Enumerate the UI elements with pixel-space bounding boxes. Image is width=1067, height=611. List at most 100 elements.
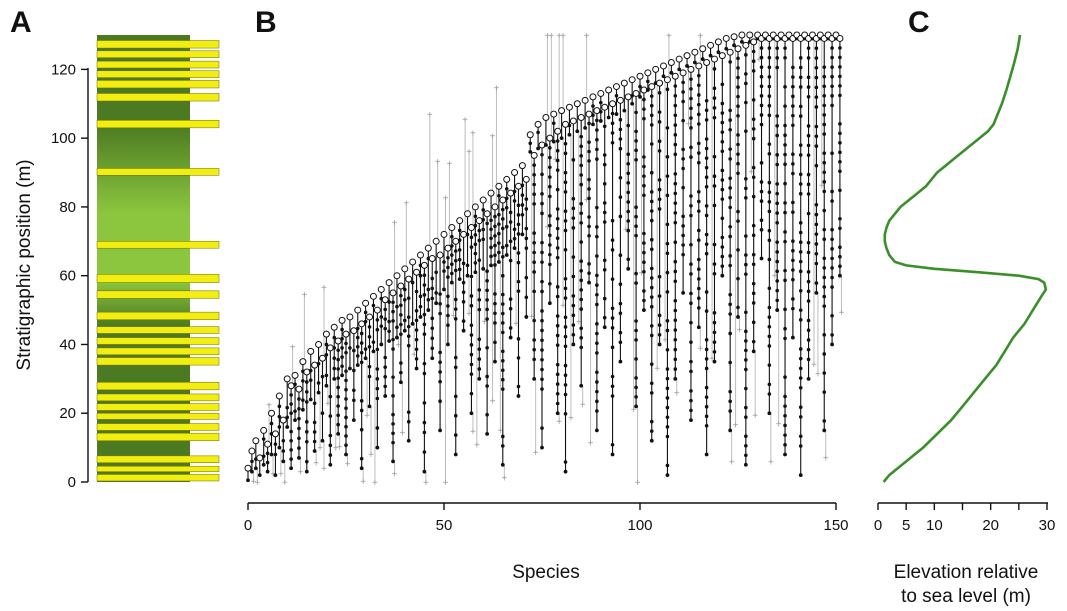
occurrence-point xyxy=(446,313,450,318)
occurrence-point xyxy=(744,358,748,362)
occurrence-point xyxy=(798,308,803,312)
first-occurrence-point xyxy=(457,277,462,282)
first-occurrence-point xyxy=(426,308,431,312)
last-occurrence-point xyxy=(475,217,483,225)
occurrence-point xyxy=(744,348,748,353)
occurrence-point xyxy=(540,250,544,255)
occurrence-point xyxy=(728,302,732,307)
occurrence-point xyxy=(579,182,583,187)
occurrence-point xyxy=(673,357,678,362)
panel-b-x-tick-label: 150 xyxy=(823,517,848,534)
occurrence-point xyxy=(665,405,670,410)
occurrence-point xyxy=(673,279,678,284)
last-occurrence-point xyxy=(311,361,319,369)
occurrence-point xyxy=(806,270,811,274)
occurrence-point xyxy=(328,433,333,438)
occurrence-point xyxy=(595,147,599,152)
occurrence-point xyxy=(426,287,431,292)
last-occurrence-point xyxy=(487,189,495,197)
occurrence-point xyxy=(681,243,685,247)
last-occurrence-point xyxy=(256,454,264,462)
last-occurrence-point xyxy=(397,282,405,290)
occurrence-point xyxy=(540,426,544,430)
occurrence-point xyxy=(814,242,819,246)
occurrence-point xyxy=(595,322,599,326)
occurrence-point xyxy=(697,199,701,204)
occurrence-point xyxy=(501,311,505,316)
occurrence-point xyxy=(814,85,819,90)
occurrence-point xyxy=(791,258,795,263)
occurrence-point xyxy=(791,104,795,108)
occurrence-point xyxy=(563,383,568,387)
occurrence-point xyxy=(704,404,709,409)
occurrence-point xyxy=(744,129,748,133)
occurrence-point xyxy=(481,237,486,242)
occurrence-point xyxy=(383,355,388,360)
occurrence-point xyxy=(673,93,678,98)
occurrence-point xyxy=(642,164,646,169)
first-occurrence-point xyxy=(250,469,254,474)
occurrence-point xyxy=(477,288,482,292)
first-occurrence-point xyxy=(587,280,591,285)
last-occurrence-point xyxy=(546,134,554,142)
occurrence-point xyxy=(767,363,772,367)
occurrence-point xyxy=(728,399,732,404)
occurrence-point xyxy=(649,247,654,252)
first-occurrence-point xyxy=(720,273,725,278)
occurrence-point xyxy=(783,413,787,418)
occurrence-point xyxy=(728,118,732,122)
panel-a-y-tick-label: 0 xyxy=(68,474,76,491)
first-occurrence-point xyxy=(743,462,748,467)
occurrence-point xyxy=(352,348,356,353)
panel-c-letter: C xyxy=(908,6,930,39)
occurrence-point xyxy=(371,303,376,308)
last-occurrence-point xyxy=(593,107,601,115)
occurrence-point xyxy=(728,205,732,210)
last-occurrence-point xyxy=(401,265,409,273)
occurrence-point xyxy=(751,194,756,199)
occurrence-point xyxy=(579,278,583,283)
panel-a-y-tick-label: 20 xyxy=(59,405,76,422)
occurrence-point xyxy=(516,337,521,341)
occurrence-point xyxy=(720,82,725,87)
occurrence-point xyxy=(697,296,701,301)
occurrence-point xyxy=(493,253,497,258)
last-occurrence-point xyxy=(511,169,519,177)
occurrence-point xyxy=(297,446,301,450)
occurrence-point xyxy=(485,278,489,283)
occurrence-point xyxy=(422,361,427,366)
occurrence-point xyxy=(783,55,787,60)
first-occurrence-point xyxy=(516,394,521,398)
uncertain-marker: + xyxy=(654,364,660,375)
occurrence-point xyxy=(555,216,560,221)
occurrence-point xyxy=(642,183,646,188)
uncertain-marker: + xyxy=(580,400,586,411)
occurrence-point xyxy=(520,203,525,207)
occurrence-point xyxy=(728,331,732,336)
occurrence-point xyxy=(649,103,654,108)
last-occurrence-point xyxy=(569,117,577,125)
first-occurrence-point xyxy=(383,394,388,398)
occurrence-point xyxy=(595,351,599,355)
occurrence-point xyxy=(806,338,811,342)
occurrence-point xyxy=(775,269,779,274)
first-occurrence-point xyxy=(712,359,717,364)
panel-b-x-tick-label: 50 xyxy=(436,517,453,534)
occurrence-point xyxy=(305,390,309,394)
occurrence-point xyxy=(728,234,732,239)
occurrence-point xyxy=(626,219,631,223)
occurrence-point xyxy=(383,317,388,321)
occurrence-point xyxy=(665,155,670,159)
occurrence-point xyxy=(657,120,662,124)
occurrence-point xyxy=(830,94,834,98)
occurrence-point xyxy=(442,260,446,264)
first-occurrence-point xyxy=(822,428,827,433)
occurrence-point xyxy=(822,65,827,69)
occurrence-point xyxy=(830,256,834,261)
occurrence-point xyxy=(822,294,827,299)
occurrence-point xyxy=(532,241,536,245)
occurrence-point xyxy=(379,315,384,319)
occurrence-point xyxy=(681,224,685,228)
occurrence-point xyxy=(340,346,344,350)
first-occurrence-point xyxy=(477,376,482,381)
